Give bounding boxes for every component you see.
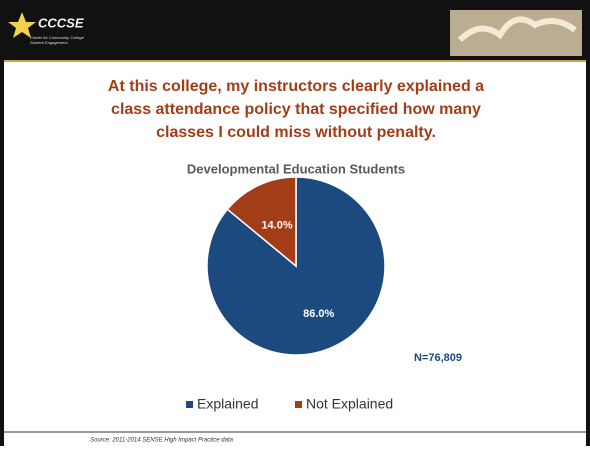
pie: 86.0% 14.0%: [206, 176, 386, 356]
legend-swatch: [186, 401, 193, 408]
subtitle: Developmental Education Students: [187, 161, 405, 176]
logo-line: Student Engagement: [30, 40, 68, 45]
annotation: N=76,809: [414, 352, 462, 364]
source: Source: 2011-2014 SENSE High Impact Prac…: [90, 438, 234, 444]
data-label: 86.0%: [303, 308, 334, 320]
header-rule: [4, 60, 586, 62]
pie-slice: [226, 176, 297, 268]
title-line: class attendance policy that specified h…: [111, 101, 481, 118]
right-border: [586, 0, 590, 446]
legend: Explained Not Explained: [186, 396, 393, 412]
logo-line: Center for Community College: [30, 35, 85, 40]
title-line: At this college, my instructors clearly …: [108, 78, 484, 95]
header-decoration: [457, 16, 577, 43]
logo-text: CCCSE: [38, 15, 84, 30]
legend-swatch: [295, 401, 302, 408]
data-label: 14.0%: [261, 220, 292, 232]
logo-star: [8, 12, 36, 38]
title-line: classes I could miss without penalty.: [156, 124, 436, 141]
legend-label: Explained: [197, 396, 259, 412]
left-border: [0, 0, 4, 446]
legend-label: Not Explained: [306, 396, 393, 412]
